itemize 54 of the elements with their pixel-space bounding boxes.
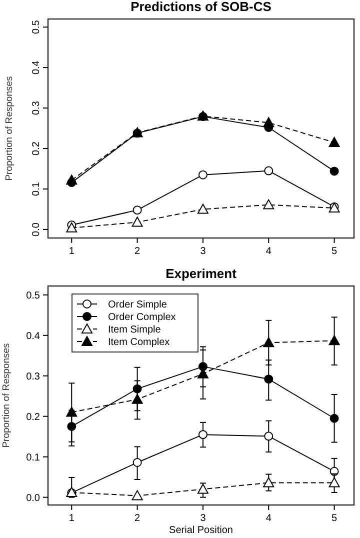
point <box>328 477 340 488</box>
x-tick-label: 2 <box>134 246 141 257</box>
y-axis-title: Proportion of Responses <box>4 76 15 181</box>
point <box>132 206 142 215</box>
y-tick-label: 0.1 <box>31 182 42 196</box>
point <box>132 216 143 227</box>
x-tick-label: 3 <box>200 246 206 257</box>
point <box>197 204 208 214</box>
legend-label: Item Simple <box>108 324 162 336</box>
point <box>132 394 143 404</box>
point <box>263 117 274 128</box>
x-tick-label: 4 <box>266 513 272 524</box>
point <box>328 335 340 346</box>
point <box>197 484 208 494</box>
legend-label: Item Complex <box>108 337 170 348</box>
y-tick-label: 0.4 <box>26 330 40 342</box>
x-tick-label: 1 <box>68 513 75 524</box>
y-tick-label: 0.3 <box>26 371 40 382</box>
legend-label: Order Complex <box>108 312 176 323</box>
x-tick-label: 5 <box>332 246 338 257</box>
point <box>330 166 339 176</box>
point <box>330 414 339 423</box>
x-tick-label: 3 <box>200 513 206 524</box>
point <box>263 199 274 210</box>
point <box>264 166 274 176</box>
y-tick-label: 0.2 <box>26 412 40 423</box>
legend-label: Order Simple <box>108 300 168 310</box>
chart-title: Experiment <box>166 266 238 281</box>
chart-title: Predictions of SOB-CS <box>130 0 272 14</box>
point <box>66 222 78 232</box>
point <box>263 337 274 348</box>
point <box>264 374 274 384</box>
point <box>263 477 274 488</box>
point <box>264 432 274 441</box>
point <box>66 174 78 185</box>
x-tick-label: 5 <box>332 513 338 524</box>
y-axis-title: Proportion of Responses <box>1 342 12 448</box>
point <box>328 136 340 147</box>
x-tick-label: 4 <box>266 246 272 257</box>
x-axis-title: Serial Position <box>169 525 233 536</box>
y-tick-label: 0.0 <box>26 492 40 504</box>
point <box>132 490 143 500</box>
point <box>198 430 208 440</box>
point <box>198 170 208 180</box>
point <box>132 458 142 467</box>
x-tick-label: 2 <box>134 513 141 524</box>
y-tick-label: 0.1 <box>26 452 40 464</box>
y-tick-label: 0.4 <box>31 60 42 75</box>
y-tick-label: 0.3 <box>31 100 42 116</box>
y-tick-label: 0.5 <box>31 20 42 34</box>
y-tick-label: 0.5 <box>26 290 40 302</box>
y-tick-label: 0.0 <box>31 222 42 236</box>
y-tick-label: 0.2 <box>31 141 42 156</box>
x-tick-label: 1 <box>68 246 75 257</box>
